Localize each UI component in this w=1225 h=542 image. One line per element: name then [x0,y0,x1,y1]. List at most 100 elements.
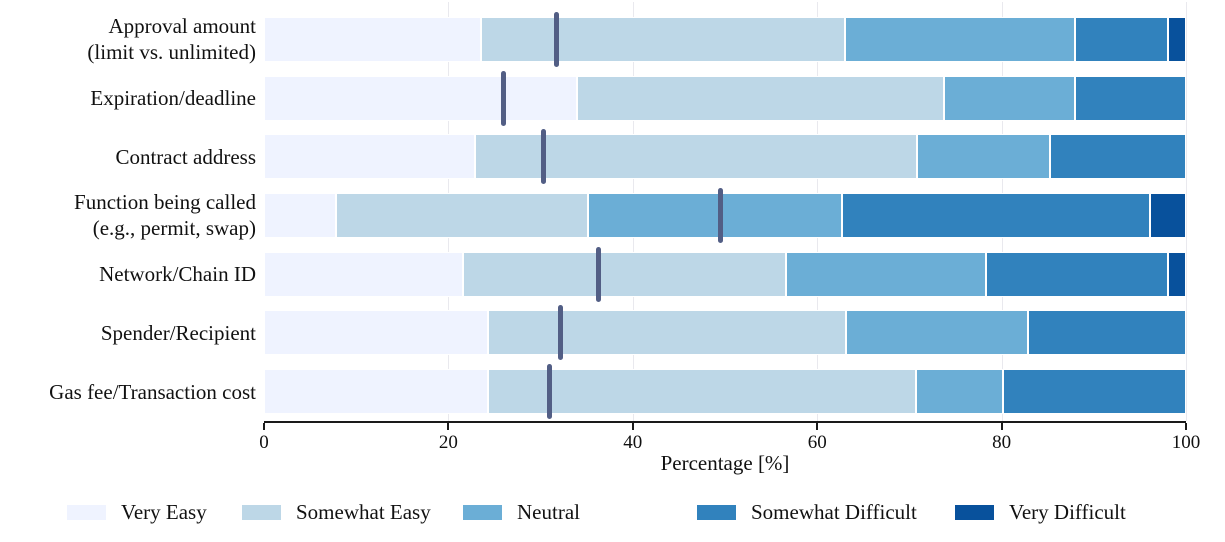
bar-segment-very-difficult [1167,251,1186,297]
stacked-bar [264,16,1186,62]
stacked-bar [264,310,1186,356]
category-label: Approval amount (limit vs. unlimited) [0,10,256,69]
bar-row [264,129,1186,185]
mean-marker [553,11,559,67]
mean-marker [558,305,564,361]
x-axis-tick [631,423,634,430]
x-tick-label: 60 [807,432,827,453]
bar-segment-neutral [844,16,1076,62]
legend-swatch-somewhat-easy [242,504,281,520]
mean-marker [547,364,553,420]
gridline-100 [1186,2,1187,421]
x-axis-tick [1185,423,1187,430]
category-label-line: (limit vs. unlimited) [87,40,256,65]
bar-segment-very-easy [264,134,476,180]
legend-label: Neutral [517,499,580,524]
legend-label: Somewhat Easy [296,499,431,524]
bar-segment-neutral [845,310,1029,356]
category-label-line: Function being called [74,190,256,215]
stacked-bar [264,251,1186,297]
bar-segment-somewhat-difficult [1075,75,1186,121]
bar-segment-very-difficult [1150,192,1186,238]
bar-row [264,187,1186,243]
bar-segment-very-easy [264,192,336,238]
mean-marker [717,187,723,243]
legend-label: Very Difficult [1009,499,1126,524]
bar-row [264,11,1186,67]
legend-item-somewhat-easy: Somewhat Easy [242,497,431,527]
category-label-line: Spender/Recipient [100,320,256,345]
bar-segment-neutral [785,251,986,297]
stacked-bar [264,134,1186,180]
x-axis-title: Percentage [%] [660,451,790,475]
bar-segment-somewhat-difficult [985,251,1168,297]
category-label-line: Gas fee/Transaction cost [49,379,256,404]
category-label: Gas fee/Transaction cost [0,362,256,421]
legend-item-very-difficult: Very Difficult [955,497,1126,527]
bar-segment-somewhat-easy [480,16,845,62]
x-axis-tick [447,423,450,430]
bar-segment-neutral [915,369,1004,415]
plot-area: 0 20 40 60 80 100 [259,0,1200,453]
bar-segment-somewhat-easy [577,75,944,121]
x-axis-tick [263,423,265,430]
mean-marker [596,246,602,302]
x-axis-line [264,421,1186,423]
legend-item-somewhat-difficult: Somewhat Difficult [697,497,917,527]
stacked-bar [264,369,1186,415]
bar-segment-neutral [943,75,1076,121]
category-label-line: Approval amount [108,14,256,39]
category-label-line: Expiration/deadline [90,86,256,111]
legend-swatch-very-easy [67,504,106,520]
bar-segment-very-difficult [1167,16,1186,62]
bar-segment-very-easy [264,251,464,297]
legend: Very Easy Somewhat Easy Neutral Somewhat Di… [0,497,1225,527]
bar-row [264,70,1186,126]
category-labels: Approval amount (limit vs. unlimited) Expi… [0,0,256,421]
stacked-bar [264,75,1186,121]
mean-marker [540,129,546,185]
category-label: Network/Chain ID [0,245,256,304]
bar-segment-neutral [916,134,1051,180]
category-label-line: (e.g., permit, swap) [92,216,256,241]
bar-segment-very-easy [264,75,578,121]
category-label: Spender/Recipient [0,304,256,363]
x-tick-label: 20 [438,432,458,453]
x-axis-tick [816,423,819,430]
bar-segment-somewhat-difficult [1050,134,1186,180]
bar-segment-somewhat-easy [488,369,916,415]
bar-segment-somewhat-difficult [1028,310,1186,356]
bar-segment-somewhat-easy [463,251,786,297]
bar-segment-somewhat-difficult [1075,16,1168,62]
category-label: Contract address [0,127,256,186]
x-tick-label: 40 [623,432,643,453]
category-label: Expiration/deadline [0,69,256,128]
x-axis-tick [1000,423,1003,430]
x-tick-label: 0 [259,432,269,453]
category-label: Function being called (e.g., permit, swap… [0,186,256,245]
bar-segment-very-easy [264,369,489,415]
bar-segment-somewhat-difficult [842,192,1151,238]
legend-swatch-very-difficult [955,504,994,520]
legend-label: Very Easy [121,499,207,524]
bar-row [264,305,1186,361]
x-tick-label: 80 [992,432,1012,453]
legend-item-very-easy: Very Easy [67,497,207,527]
bar-segment-neutral [587,192,843,238]
stacked-bar [264,192,1186,238]
x-tick-label: 100 [1171,432,1201,453]
legend-swatch-neutral [463,504,502,520]
legend-label: Somewhat Difficult [751,499,917,524]
category-label-line: Network/Chain ID [99,262,256,287]
bar-segment-very-easy [264,16,481,62]
mean-marker [501,70,507,126]
legend-swatch-somewhat-difficult [697,504,736,520]
bar-segment-somewhat-easy [475,134,917,180]
bar-row [264,246,1186,302]
bar-segment-somewhat-easy [335,192,588,238]
category-label-line: Contract address [115,144,256,169]
legend-item-neutral: Neutral [463,497,580,527]
bar-segment-very-easy [264,310,489,356]
bar-row [264,364,1186,420]
